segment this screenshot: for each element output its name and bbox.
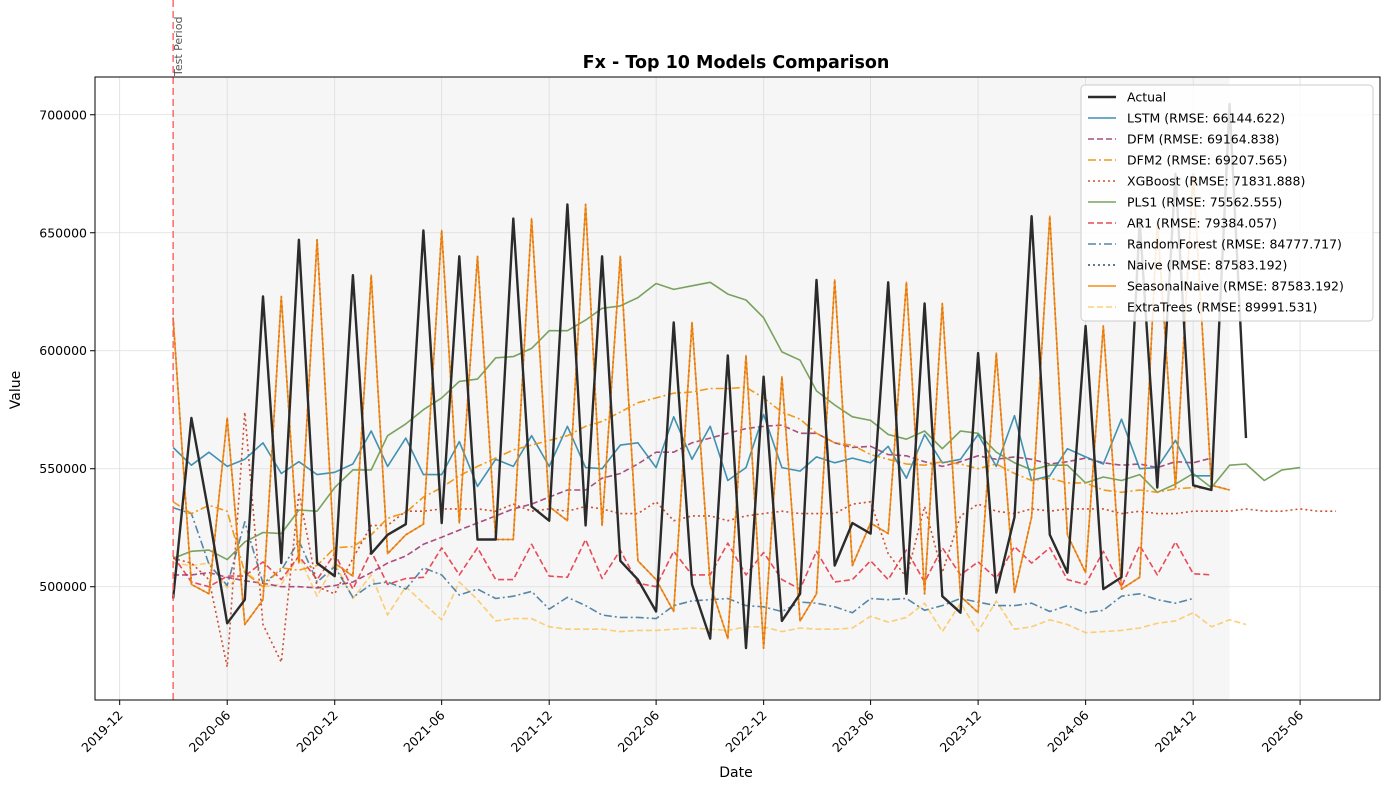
grid [95,77,1380,700]
y-tick-label: 550000 [39,461,87,476]
y-tick-label: 600000 [39,343,87,358]
x-tick-label: 2024-06 [1044,707,1092,755]
legend-label-extratrees: ExtraTrees (RMSE: 89991.531) [1127,300,1317,315]
legend: Actual LSTM (RMSE: 66144.622) DFM (RMSE: 6… [1080,84,1374,322]
series-line-randomforest [172,506,1194,620]
test-period-annotation: Test Period [172,17,185,77]
legend-box [1080,84,1374,322]
series-line-dfm2 [172,386,1212,588]
axes-frame [94,76,1381,701]
series-line-seasonalnaive [172,173,1230,649]
x-tick-label: 2020-12 [293,708,341,756]
series-line-pls1 [172,281,1301,561]
test-period-region [173,77,1230,700]
legend-label-pls1: PLS1 (RMSE: 75562.555) [1127,195,1282,210]
axes-border [94,76,1381,701]
legend-label-seasonalnaive: SeasonalNaive (RMSE: 87583.192) [1127,279,1344,294]
x-tick-label: 2023-06 [829,707,877,755]
legend-label-lstm: LSTM (RMSE: 66144.622) [1127,111,1285,126]
legend-label-dfm: DFM (RMSE: 69164.838) [1127,132,1279,147]
legend-label-naive: Naive (RMSE: 87583.192) [1127,258,1287,273]
x-tick-label: 2021-06 [400,707,448,755]
series-lines [171,0,1336,700]
x-tick-label: 2020-06 [186,707,234,755]
legend-label-randomforest: RandomForest (RMSE: 84777.717) [1127,237,1342,252]
y-tick-label: 650000 [39,225,87,240]
plot-background [173,77,1230,700]
legend-label-xgboost: XGBoost (RMSE: 71831.888) [1127,174,1305,189]
y-tick-label: 700000 [39,107,87,122]
x-axis-label: Date [719,765,752,781]
legend-label-dfm2: DFM2 (RMSE: 69207.565) [1127,153,1287,168]
series-line-actual [171,102,1248,650]
x-ticks: 2019-12 2020-06 2020-12 2021-06 2021-12 2022-… [78,700,1306,755]
x-tick-label: 2019-12 [78,708,126,756]
x-tick-label: 2023-12 [937,708,985,756]
x-tick-label: 2021-12 [508,708,556,756]
y-tick-label: 500000 [39,579,87,594]
x-tick-label: 2025-06 [1259,707,1307,755]
series-line-dfm [173,424,1212,589]
legend-label-ar1: AR1 (RMSE: 79384.057) [1127,216,1277,231]
y-axis-label: Value [8,371,24,409]
x-tick-label: 2022-12 [722,708,770,756]
y-ticks: 500000 550000 600000 650000 700000 [39,107,95,594]
legend-label-actual: Actual [1127,90,1166,105]
x-tick-label: 2022-06 [615,707,663,755]
x-tick-label: 2024-12 [1152,708,1200,756]
chart-title: Fx - Top 10 Models Comparison [583,53,890,73]
